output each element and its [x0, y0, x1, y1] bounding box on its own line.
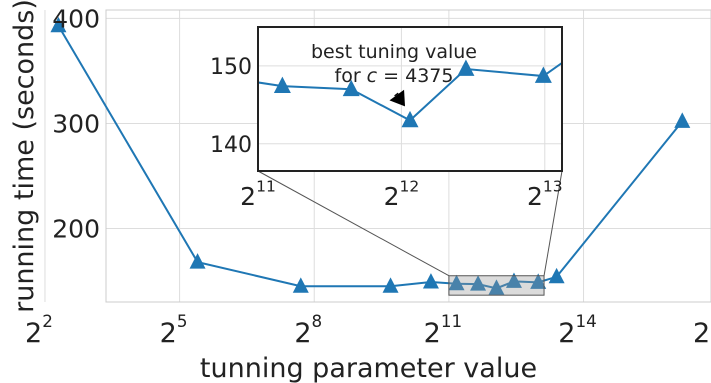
x-tick-label: 25 — [160, 311, 188, 349]
data-point — [488, 279, 505, 295]
zoom-connector — [543, 170, 563, 276]
data-point — [292, 277, 309, 293]
main-plot-frame — [105, 9, 711, 303]
zoom-box — [448, 275, 545, 296]
inset-x-tick-label: 213 — [527, 177, 563, 211]
data-point — [189, 253, 206, 269]
inset-data-point — [534, 66, 552, 83]
y-axis-label: running time (seconds) — [9, 0, 40, 313]
x-tick-label: 22 — [25, 311, 53, 349]
data-point — [382, 277, 399, 293]
annotation-arrow-head — [389, 89, 405, 107]
data-point — [530, 273, 547, 289]
y-tick-label: 400 — [52, 4, 100, 33]
inset-series-line — [258, 61, 562, 122]
data-point — [674, 112, 691, 128]
main-series — [50, 16, 691, 295]
annotation-line-1: best tuning value — [311, 41, 477, 63]
inset-data-point — [457, 59, 475, 76]
inset-data-point — [401, 110, 419, 128]
inset-background — [258, 27, 562, 171]
annotation-line-2: for c = 4375 — [335, 65, 454, 87]
inset-data-point — [342, 79, 360, 97]
x-tick-labels: 22 25 28 211 214 217 — [25, 311, 711, 349]
x-tick-label: 211 — [424, 311, 462, 349]
zoom-indicator — [257, 170, 563, 296]
y-tick-label: 200 — [52, 214, 100, 243]
data-point — [505, 272, 522, 288]
x-tick-label: 28 — [294, 311, 322, 349]
y-tick-label: 300 — [52, 109, 100, 138]
annotation-arrow-shaft — [394, 92, 399, 97]
inset-y-tick-label: 150 — [210, 55, 252, 80]
data-point — [422, 273, 439, 289]
data-point — [470, 275, 487, 291]
data-point — [548, 267, 565, 284]
x-axis-label: tunning parameter value — [200, 353, 537, 383]
inset-data-point — [273, 76, 291, 94]
data-point — [448, 274, 465, 291]
x-tick-label: 217 — [693, 311, 711, 349]
y-tick-labels: 200 300 400 — [52, 4, 100, 243]
x-tick-label: 214 — [558, 311, 596, 349]
zoom-connector — [257, 170, 450, 277]
inset-series — [258, 59, 562, 128]
inset-y-tick-label: 140 — [210, 133, 252, 158]
inset-x-tick-label: 211 — [240, 177, 276, 211]
data-point — [50, 16, 67, 33]
inset-frame — [257, 26, 563, 172]
inset-x-tick-label: 212 — [384, 177, 420, 211]
